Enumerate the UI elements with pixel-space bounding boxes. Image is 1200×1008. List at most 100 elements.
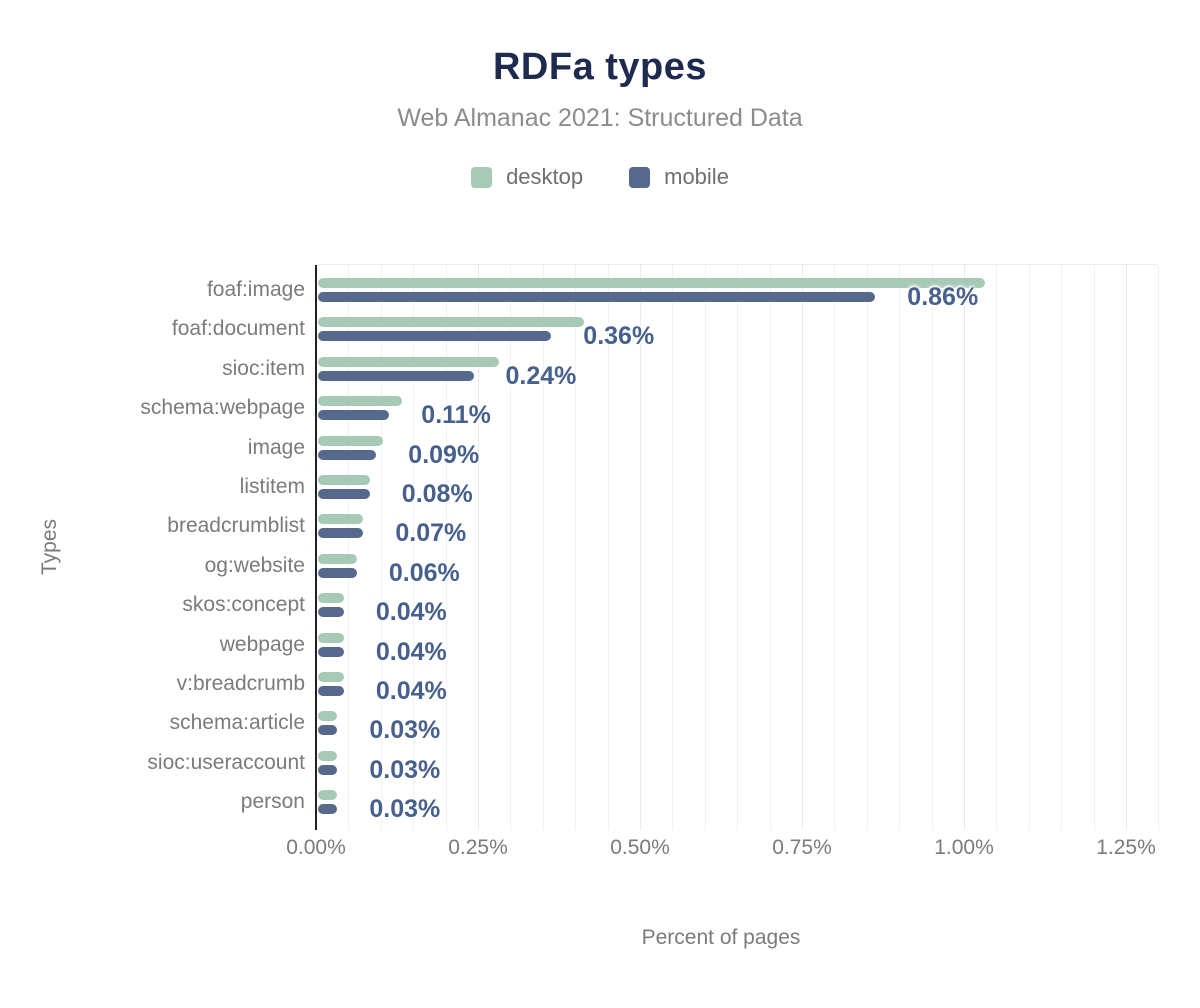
category-label: sioc:item bbox=[222, 356, 305, 380]
desktop-bar bbox=[318, 435, 383, 446]
minor-gridline bbox=[348, 265, 350, 830]
minor-gridline bbox=[769, 265, 771, 830]
x-tick-label: 1.00% bbox=[934, 836, 994, 859]
value-label: 0.24% bbox=[505, 361, 577, 390]
legend-label-desktop: desktop bbox=[506, 164, 584, 189]
mobile-bar bbox=[318, 686, 344, 696]
value-label: 0.86% bbox=[907, 283, 979, 311]
mobile-bar bbox=[318, 449, 377, 460]
category-label: skos:concept bbox=[182, 593, 305, 617]
mobile-bar bbox=[318, 370, 474, 381]
value-label: 0.04% bbox=[375, 598, 447, 627]
desktop-bar bbox=[318, 396, 403, 407]
category-label: schema:article bbox=[169, 711, 305, 735]
minor-gridline bbox=[866, 265, 868, 830]
x-tick-label: 0.75% bbox=[772, 836, 832, 859]
desktop-bar bbox=[318, 514, 364, 525]
desktop-bar bbox=[318, 711, 338, 722]
value-label: 0.04% bbox=[375, 677, 447, 705]
minor-gridline bbox=[413, 265, 415, 830]
minor-gridline bbox=[542, 265, 544, 830]
desktop-bar bbox=[318, 356, 500, 367]
minor-gridline bbox=[834, 265, 836, 830]
mobile-bar bbox=[318, 528, 364, 539]
minor-gridline bbox=[899, 265, 901, 830]
mobile-bar bbox=[318, 804, 338, 815]
desktop-bar bbox=[318, 278, 986, 288]
value-label: 0.11% bbox=[421, 401, 491, 430]
minor-gridline bbox=[1061, 265, 1063, 830]
value-label: 0.03% bbox=[369, 795, 441, 824]
desktop-bar bbox=[318, 672, 344, 682]
minor-gridline bbox=[607, 265, 609, 830]
mobile-bar bbox=[318, 725, 338, 736]
minor-gridline bbox=[1158, 265, 1160, 830]
category-label: foaf:image bbox=[206, 278, 305, 301]
value-label: 0.36% bbox=[583, 322, 655, 351]
desktop-bar bbox=[318, 790, 338, 801]
plot-top-border bbox=[316, 264, 1159, 265]
minor-gridline bbox=[672, 265, 674, 830]
category-label: listitem bbox=[239, 475, 305, 498]
desktop-bar bbox=[318, 475, 370, 485]
mobile-bar bbox=[318, 764, 338, 775]
major-gridline bbox=[964, 265, 965, 830]
minor-gridline bbox=[996, 265, 998, 830]
x-tick-label: 0.50% bbox=[610, 836, 670, 859]
mobile-bar bbox=[318, 331, 552, 342]
legend-label-mobile: mobile bbox=[664, 164, 729, 189]
desktop-bar bbox=[318, 317, 584, 328]
category-label: schema:webpage bbox=[140, 396, 305, 420]
y-axis-line bbox=[315, 265, 317, 830]
minor-gridline bbox=[1028, 265, 1030, 830]
major-gridline bbox=[802, 265, 803, 830]
value-label: 0.08% bbox=[401, 480, 473, 508]
desktop-bar bbox=[318, 553, 357, 564]
minor-gridline bbox=[1093, 265, 1095, 830]
major-gridline bbox=[478, 265, 479, 830]
minor-gridline bbox=[737, 265, 739, 830]
x-axis-title: Percent of pages bbox=[641, 926, 801, 949]
value-label: 0.04% bbox=[375, 637, 447, 666]
mobile-bar bbox=[318, 410, 390, 421]
minor-gridline bbox=[704, 265, 706, 830]
desktop-bar bbox=[318, 632, 344, 643]
value-label: 0.03% bbox=[369, 755, 441, 784]
category-label: person bbox=[240, 790, 305, 814]
minor-gridline bbox=[380, 265, 382, 830]
minor-gridline bbox=[575, 265, 577, 830]
major-gridline bbox=[1126, 265, 1127, 830]
major-gridline bbox=[640, 265, 641, 830]
x-tick-label: 1.25% bbox=[1096, 836, 1156, 859]
minor-gridline bbox=[445, 265, 447, 830]
minor-gridline bbox=[931, 265, 933, 830]
minor-gridline bbox=[510, 265, 512, 830]
mobile-bar bbox=[318, 489, 370, 499]
y-axis-title: Types bbox=[38, 518, 61, 576]
category-label: webpage bbox=[219, 632, 305, 656]
category-label: v:breadcrumb bbox=[176, 672, 305, 695]
category-label: image bbox=[247, 435, 305, 459]
mobile-swatch-icon bbox=[629, 166, 651, 188]
mobile-bar bbox=[318, 646, 344, 657]
mobile-bar bbox=[318, 607, 344, 618]
chart-subtitle: Web Almanac 2021: Structured Data bbox=[397, 104, 803, 132]
desktop-swatch-icon bbox=[471, 166, 493, 188]
x-tick-label: 0.00% bbox=[286, 836, 346, 859]
desktop-bar bbox=[318, 750, 338, 761]
legend-item-mobile: mobile bbox=[629, 164, 729, 190]
category-label: breadcrumblist bbox=[167, 514, 305, 538]
legend-item-desktop: desktop bbox=[471, 164, 583, 190]
value-label: 0.07% bbox=[395, 519, 467, 548]
category-label: sioc:useraccount bbox=[147, 750, 305, 774]
legend: desktop mobile bbox=[0, 164, 1200, 190]
desktop-bar bbox=[318, 593, 344, 604]
value-label: 0.09% bbox=[408, 440, 480, 469]
value-label: 0.06% bbox=[388, 558, 460, 587]
category-label: foaf:document bbox=[171, 317, 305, 341]
x-tick-label: 0.25% bbox=[448, 836, 508, 859]
value-label: 0.03% bbox=[369, 716, 441, 745]
category-label: og:website bbox=[204, 553, 305, 577]
chart-title: RDFa types bbox=[492, 46, 708, 88]
